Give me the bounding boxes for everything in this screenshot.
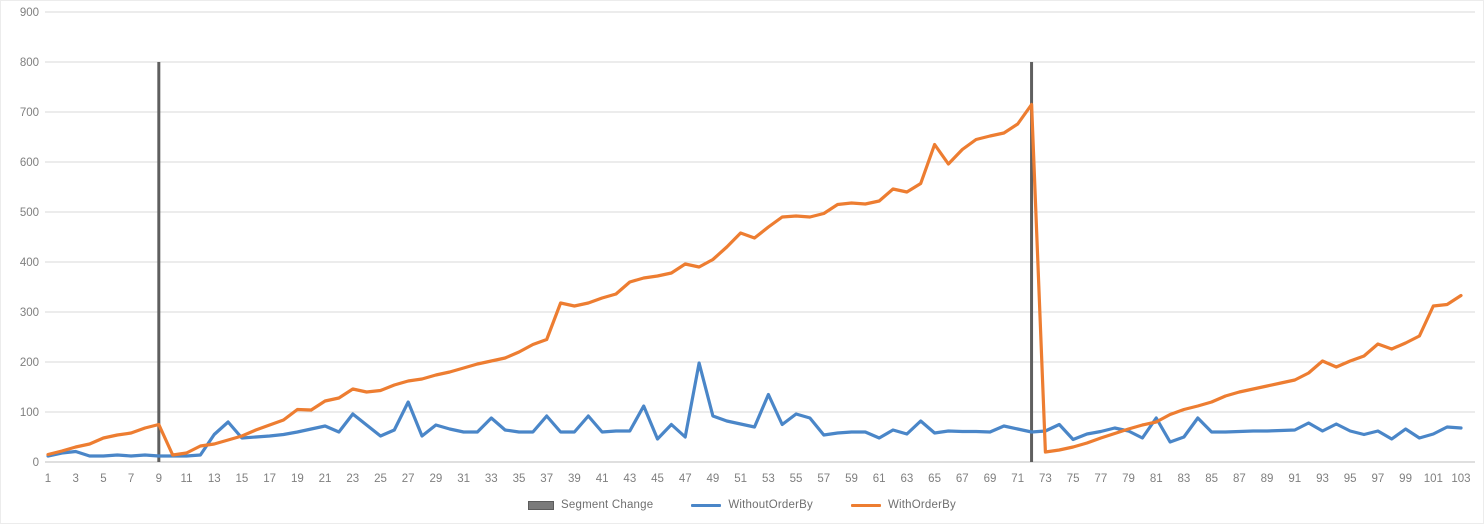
chart-legend: Segment Change WithoutOrderBy WithOrderB… — [1, 499, 1483, 511]
series-withoutorderby-line — [46, 361, 1463, 458]
x-tick-label: 79 — [1122, 473, 1135, 485]
y-tick-label: 300 — [20, 307, 39, 319]
legend-label-withoutorderby: WithoutOrderBy — [728, 499, 813, 511]
y-tick-label: 500 — [20, 207, 39, 219]
legend-item-segment-change: Segment Change — [528, 499, 653, 511]
x-tick-label: 103 — [1451, 473, 1470, 485]
x-tick-label: 53 — [762, 473, 775, 485]
x-tick-label: 77 — [1094, 473, 1107, 485]
x-tick-label: 81 — [1150, 473, 1163, 485]
x-tick-label: 61 — [873, 473, 886, 485]
y-tick-label: 600 — [20, 157, 39, 169]
x-tick-label: 83 — [1178, 473, 1191, 485]
x-tick-label: 23 — [346, 473, 359, 485]
x-tick-label: 27 — [402, 473, 415, 485]
x-tick-label: 31 — [457, 473, 470, 485]
x-tick-label: 93 — [1316, 473, 1329, 485]
x-tick-label: 73 — [1039, 473, 1052, 485]
withorderby-legend-marker — [850, 503, 881, 507]
x-tick-label: 85 — [1205, 473, 1218, 485]
x-tick-label: 51 — [734, 473, 747, 485]
withoutorderby-legend-marker — [691, 503, 722, 507]
x-tick-label: 57 — [817, 473, 830, 485]
series-withorderby-line — [46, 102, 1463, 457]
x-tick-label: 9 — [156, 473, 162, 485]
x-tick-label: 13 — [208, 473, 221, 485]
x-tick-label: 3 — [73, 473, 79, 485]
x-tick-label: 41 — [596, 473, 609, 485]
x-tick-label: 49 — [707, 473, 720, 485]
y-tick-label: 200 — [20, 357, 39, 369]
x-tick-label: 89 — [1261, 473, 1274, 485]
y-tick-label: 100 — [20, 407, 39, 419]
legend-label-segment-change: Segment Change — [561, 499, 654, 511]
x-tick-label: 99 — [1399, 473, 1412, 485]
x-tick-label: 87 — [1233, 473, 1246, 485]
segment-change-legend-marker — [528, 500, 555, 510]
x-tick-label: 45 — [651, 473, 664, 485]
x-tick-label: 7 — [128, 473, 134, 485]
y-tick-label: 700 — [20, 107, 39, 119]
x-tick-label: 1 — [45, 473, 51, 485]
x-tick-label: 47 — [679, 473, 692, 485]
x-tick-label: 15 — [236, 473, 249, 485]
x-tick-label: 29 — [429, 473, 442, 485]
x-tick-label: 21 — [319, 473, 332, 485]
legend-item-withoutorderby: WithoutOrderBy — [691, 499, 813, 511]
x-tick-label: 35 — [513, 473, 526, 485]
x-tick-label: 33 — [485, 473, 498, 485]
y-tick-label: 900 — [20, 7, 39, 19]
x-tick-label: 43 — [623, 473, 636, 485]
x-tick-label: 17 — [263, 473, 276, 485]
y-tick-label: 0 — [33, 457, 39, 469]
x-tick-label: 63 — [900, 473, 913, 485]
x-tick-label: 39 — [568, 473, 581, 485]
y-tick-label: 400 — [20, 257, 39, 269]
x-tick-label: 65 — [928, 473, 941, 485]
x-tick-label: 55 — [790, 473, 803, 485]
legend-item-withorderby: WithOrderBy — [850, 499, 956, 511]
x-tick-label: 25 — [374, 473, 387, 485]
x-tick-label: 97 — [1371, 473, 1384, 485]
x-tick-label: 101 — [1424, 473, 1443, 485]
x-tick-label: 91 — [1288, 473, 1301, 485]
x-tick-label: 59 — [845, 473, 858, 485]
x-tick-label: 37 — [540, 473, 553, 485]
x-tick-label: 69 — [984, 473, 997, 485]
x-tick-label: 95 — [1344, 473, 1357, 485]
x-tick-label: 67 — [956, 473, 969, 485]
y-tick-label: 800 — [20, 57, 39, 69]
x-tick-label: 71 — [1011, 473, 1024, 485]
x-tick-label: 5 — [100, 473, 106, 485]
x-tick-label: 19 — [291, 473, 304, 485]
x-tick-label: 75 — [1067, 473, 1080, 485]
legend-label-withorderby: WithOrderBy — [887, 499, 956, 511]
x-tick-label: 11 — [181, 473, 193, 485]
